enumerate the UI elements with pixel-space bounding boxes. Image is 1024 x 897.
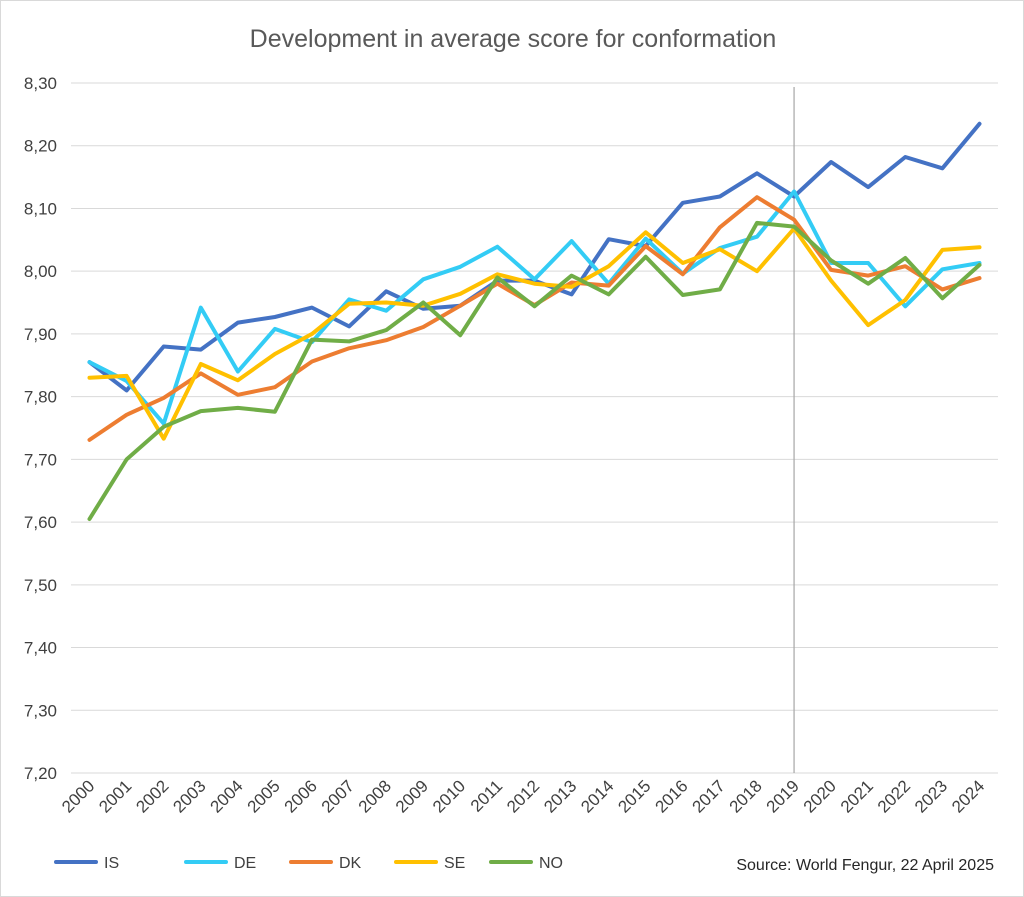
x-tick-label: 2009	[392, 776, 432, 816]
x-tick-label: 2014	[577, 776, 617, 816]
x-tick-label: 2021	[837, 776, 877, 816]
x-tick-label: 2002	[132, 776, 172, 816]
x-tick-label: 2005	[244, 776, 284, 816]
y-tick-label: 7,80	[24, 388, 57, 407]
y-tick-label: 8,00	[24, 262, 57, 281]
x-axis-ticks: 2000200120022003200420052006200720082009…	[58, 776, 988, 816]
legend-label: DE	[234, 855, 256, 872]
series-line-is	[87, 121, 982, 393]
x-tick-label: 2023	[911, 776, 951, 816]
x-tick-label: 2000	[58, 776, 98, 816]
y-tick-label: 7,90	[24, 325, 57, 344]
series-line-no	[87, 220, 982, 521]
series-line-dk	[87, 195, 982, 442]
series-lines	[87, 121, 982, 521]
y-tick-label: 7,50	[24, 576, 57, 595]
source-note: Source: World Fengur, 22 April 2025	[736, 857, 994, 874]
x-tick-label: 2010	[429, 776, 469, 816]
legend: IS DE DK SE NO	[54, 855, 563, 872]
y-tick-label: 8,30	[24, 74, 57, 93]
gridlines	[71, 82, 998, 774]
legend-label: SE	[444, 855, 465, 872]
legend-label: DK	[339, 855, 362, 872]
x-tick-label: 2013	[540, 776, 580, 816]
x-tick-label: 2003	[169, 776, 209, 816]
legend-label: IS	[104, 855, 119, 872]
x-tick-label: 2020	[800, 776, 840, 816]
x-tick-label: 2001	[95, 776, 135, 816]
y-tick-label: 7,60	[24, 513, 57, 532]
y-tick-label: 7,40	[24, 639, 57, 658]
y-tick-label: 7,30	[24, 701, 57, 720]
chart-title: Development in average score for conform…	[250, 25, 777, 53]
x-tick-label: 2008	[355, 776, 395, 816]
x-tick-label: 2017	[689, 776, 729, 816]
y-axis-ticks: 7,20 7,30 7,40 7,50 7,60 7,70 7,80 7,90 8,00 8,10…	[24, 74, 57, 783]
y-tick-label: 8,20	[24, 137, 57, 156]
legend-label: NO	[539, 855, 563, 872]
x-tick-label: 2012	[503, 776, 543, 816]
x-tick-label: 2011	[467, 776, 506, 815]
y-tick-label: 7,20	[24, 764, 57, 783]
x-tick-label: 2015	[614, 776, 654, 816]
y-tick-label: 8,10	[24, 199, 57, 218]
x-tick-label: 2004	[207, 776, 247, 816]
x-tick-label: 2007	[318, 776, 358, 816]
series-line-se	[87, 226, 982, 441]
x-tick-label: 2018	[726, 776, 766, 816]
x-tick-label: 2019	[763, 776, 803, 816]
x-tick-label: 2006	[281, 776, 321, 816]
series-line-de	[87, 189, 982, 426]
x-tick-label: 2022	[874, 776, 914, 816]
x-tick-label: 2016	[651, 776, 691, 816]
y-tick-label: 7,70	[24, 450, 57, 469]
x-tick-label: 2024	[948, 776, 988, 816]
